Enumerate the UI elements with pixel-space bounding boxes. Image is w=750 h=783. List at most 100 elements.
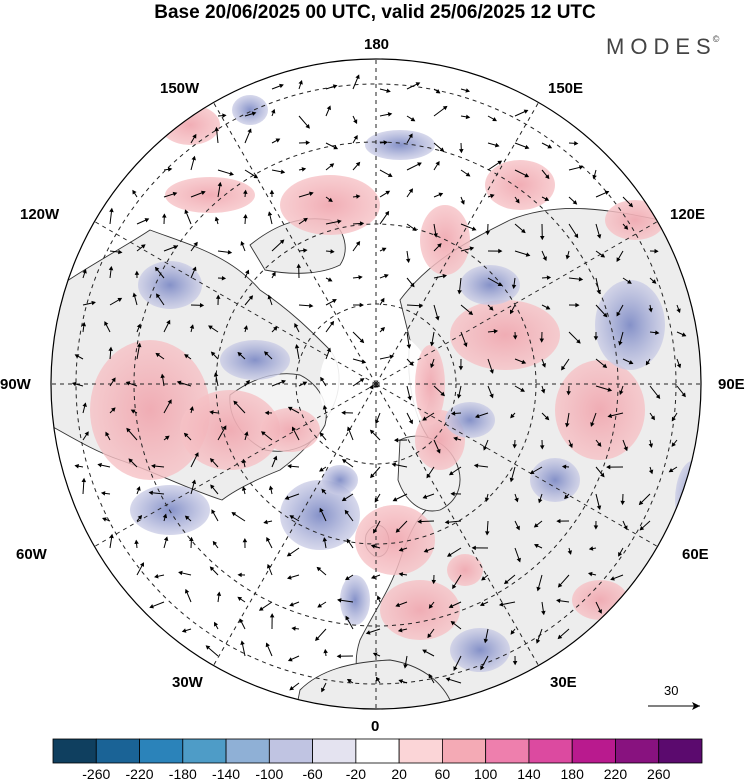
wind-arrow-head	[541, 610, 546, 616]
wind-arrow-head	[118, 249, 123, 255]
wind-arrow-head	[384, 210, 390, 216]
wind-arrow-head	[529, 469, 535, 475]
colorbar-swatch	[658, 738, 703, 764]
colorbar-swatch	[441, 738, 487, 764]
wind-arrow-head	[576, 339, 581, 344]
wind-arrow-head	[450, 491, 455, 497]
wind-arrow-head	[286, 552, 292, 557]
colorbar-tick-label: 180	[560, 766, 584, 782]
lon-label-0: 0	[371, 718, 380, 735]
wind-arrow-head	[497, 160, 503, 165]
wind-arrow-head	[346, 538, 351, 544]
wind-arrow-head	[326, 105, 331, 111]
wind-arrow-head	[109, 533, 114, 539]
wind-arrow-head	[439, 147, 445, 152]
wind-arrow-head	[498, 602, 504, 607]
reference-arrow-head	[692, 702, 700, 710]
negative-anomaly	[220, 340, 290, 380]
wind-arrow-head	[192, 266, 197, 272]
wind-arrow-head	[592, 174, 597, 180]
wind-arrow-head	[316, 566, 322, 572]
wind-arrow-head	[483, 445, 488, 451]
wind-arrow-head	[523, 109, 529, 114]
map-boundary	[50, 58, 702, 710]
wind-arrow-head	[298, 79, 303, 85]
wind-arrow-head	[534, 543, 539, 549]
wind-arrow-head	[671, 442, 676, 447]
wind-arrow-head	[655, 394, 661, 399]
wind-arrow-head	[391, 462, 397, 467]
wind-arrow-head	[194, 452, 199, 457]
wind-arrow-head	[359, 221, 365, 226]
copyright-mark: ©	[712, 34, 720, 44]
wind-arrow-head	[319, 432, 325, 437]
wind-arrow-head	[410, 117, 416, 122]
wind-arrow-head	[503, 579, 509, 585]
wind-arrow-head	[319, 467, 324, 472]
wind-arrow-head	[265, 642, 270, 648]
wind-arrow-head	[488, 306, 494, 311]
wind-arrow-head	[108, 265, 114, 271]
wind-arrow-head	[428, 604, 434, 609]
wind-arrow-head	[330, 249, 335, 254]
wind-arrow-head	[542, 256, 547, 262]
wind-arrow-head	[267, 294, 272, 300]
wind-arrow-head	[627, 279, 632, 284]
wind-arrow-head	[596, 505, 602, 510]
lon-label-30w: 30W	[172, 674, 203, 691]
wind-arrow-head	[233, 400, 238, 406]
wind-arrow-head	[452, 584, 457, 590]
map-title: Base 20/06/2025 00 UTC, valid 25/06/2025…	[154, 2, 596, 23]
wind-arrow-head	[533, 523, 539, 528]
wind-arrow-head	[368, 384, 374, 390]
wind-arrow-head	[545, 305, 551, 310]
wind-arrow-head	[156, 293, 161, 299]
lon-label-90w: 90W	[0, 376, 31, 393]
wind-arrow-head	[521, 228, 526, 234]
wind-arrow-head	[136, 486, 141, 491]
wind-arrow-head	[535, 639, 541, 644]
wind-arrow-head	[481, 576, 486, 581]
wind-arrow-head	[167, 399, 172, 404]
wind-arrow-head	[610, 576, 615, 581]
wind-arrow-head	[497, 281, 503, 287]
colorbar-swatch	[571, 738, 616, 764]
wind-arrow-head	[618, 340, 623, 346]
wind-arrow-head	[386, 88, 391, 93]
wind-arrow-head	[417, 519, 422, 524]
wind-arrow-head	[155, 352, 161, 358]
wind-arrow-head	[511, 284, 517, 290]
wind-arrow-head	[422, 649, 427, 654]
wind-arrow-head	[648, 307, 653, 313]
wind-arrow-head	[269, 189, 275, 194]
brand-name: MODES	[606, 34, 717, 59]
wind-arrow-head	[184, 209, 189, 215]
wind-arrow-head	[132, 189, 137, 195]
wind-arrow-head	[222, 425, 227, 431]
wind-arrow-head	[289, 686, 295, 691]
colorbar-tick-label: -260	[82, 766, 111, 782]
wind-arrow-head	[515, 198, 520, 204]
wind-arrow-head	[365, 630, 371, 635]
wind-arrow-head	[525, 252, 531, 257]
wind-arrow-head	[172, 191, 178, 197]
wind-arrow-head	[398, 572, 404, 577]
wind-arrow-head	[356, 194, 361, 199]
wind-arrow-head	[512, 661, 518, 666]
wind-arrow-head	[541, 362, 546, 368]
wind-arrow-head	[309, 303, 314, 309]
wind-arrow-head	[214, 126, 220, 132]
wind-arrow-head	[426, 473, 431, 479]
wind-arrow-head	[355, 161, 361, 167]
negative-anomaly	[280, 480, 360, 550]
wind-arrow-head	[375, 676, 381, 682]
wind-arrow-head	[294, 344, 300, 349]
wind-arrow-head	[422, 416, 427, 421]
wind-arrow-head	[239, 618, 244, 624]
wind-arrow-head	[247, 128, 252, 134]
wind-arrow-head	[358, 275, 363, 280]
wind-arrow-head	[241, 458, 247, 464]
wind-arrow-head	[291, 426, 296, 432]
wind-arrow-head	[125, 381, 131, 386]
wind-arrow-head	[406, 344, 412, 349]
